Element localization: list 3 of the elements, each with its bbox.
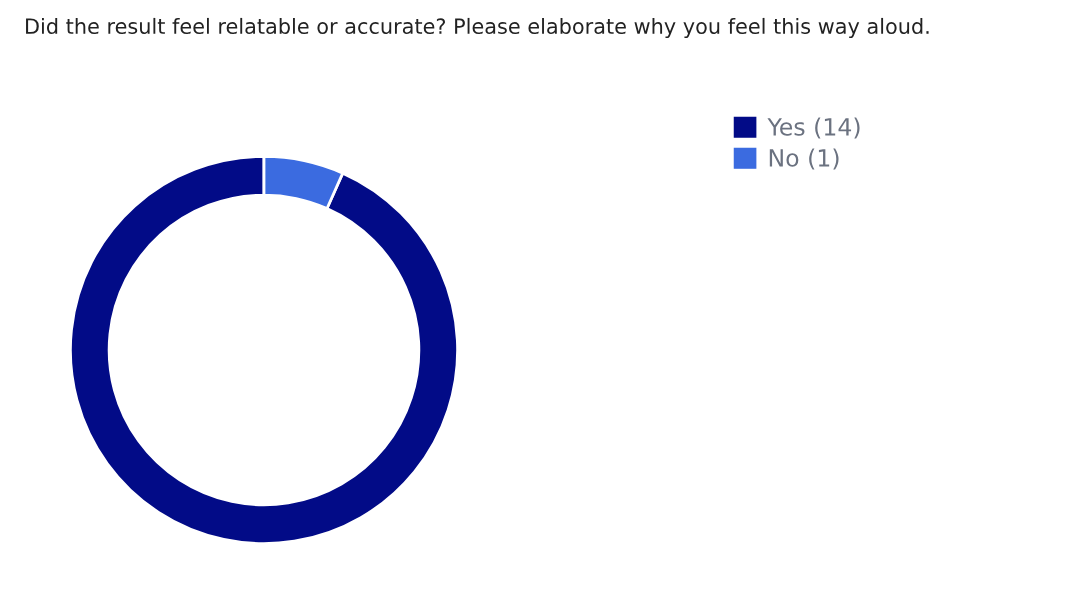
- legend-label: Yes (14): [767, 117, 860, 139]
- legend-label: No (1): [769, 148, 839, 170]
- chart-title: Did the result feel relatable or accurate? Please elaborate why you feel this way aloud.: [26, 17, 929, 39]
